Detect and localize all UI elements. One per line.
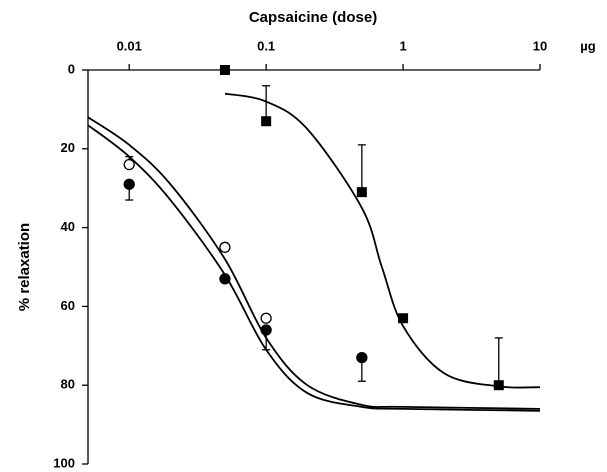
y-tick-label: 20 — [61, 140, 75, 155]
y-tick-label: 60 — [61, 298, 75, 313]
x-tick-label: 10 — [533, 38, 547, 53]
fit-curve — [87, 116, 541, 410]
square-marker — [261, 116, 272, 127]
circle-marker — [219, 241, 231, 253]
y-tick-label: 100 — [53, 455, 75, 470]
square-marker — [219, 65, 230, 75]
y-axis-label: % relaxation — [16, 223, 33, 311]
y-tick-label: 80 — [61, 377, 75, 392]
y-tick-label: 40 — [61, 219, 75, 234]
fit-curve — [224, 92, 541, 389]
chart-title: Capsaicine (dose) — [249, 9, 377, 26]
square-marker — [493, 380, 504, 391]
circle-marker — [123, 178, 135, 190]
y-tick-label: 0 — [68, 61, 75, 76]
square-marker — [398, 313, 409, 324]
x-unit: µg — [580, 38, 595, 53]
x-tick-label: 0.1 — [257, 38, 275, 53]
square-marker — [356, 187, 367, 198]
x-tick-label: 1 — [399, 38, 406, 53]
circle-marker — [356, 351, 368, 364]
circle-marker — [260, 312, 272, 324]
circle-marker — [260, 324, 272, 336]
circle-marker — [219, 273, 231, 285]
circle-marker — [123, 158, 135, 171]
x-tick-label: 0.01 — [117, 38, 142, 53]
